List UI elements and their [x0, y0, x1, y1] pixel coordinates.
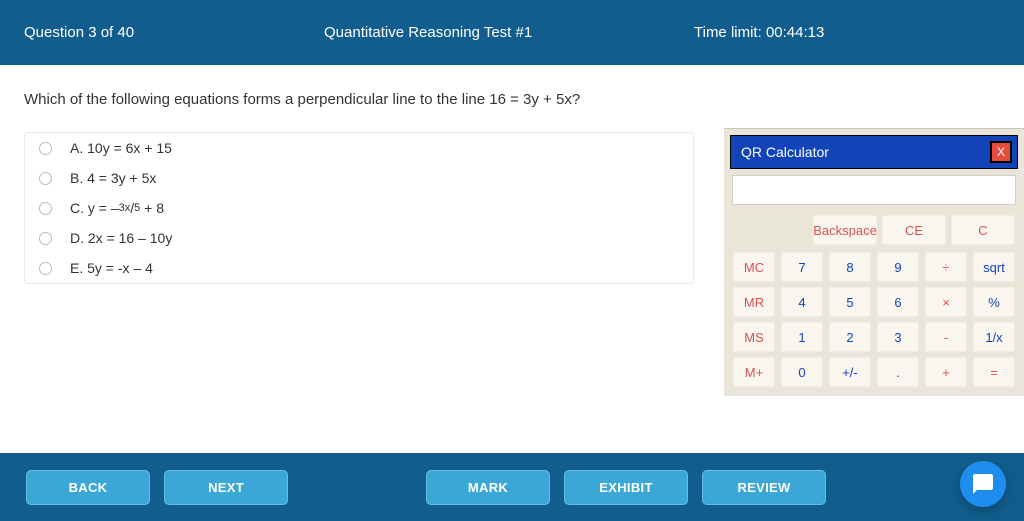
mark-button[interactable]: MARK [426, 470, 550, 505]
calc-mc-button[interactable]: MC [733, 252, 775, 282]
answer-label: E. 5y = -x – 4 [70, 260, 153, 276]
radio-icon[interactable] [39, 172, 52, 185]
calculator-titlebar[interactable]: QR Calculator X [730, 135, 1018, 169]
calc-8-button[interactable]: 8 [829, 252, 871, 282]
answer-label: A. 10y = 6x + 15 [70, 140, 172, 156]
answer-label: B. 4 = 3y + 5x [70, 170, 156, 186]
chat-button[interactable] [960, 461, 1006, 507]
calc-3-button[interactable]: 3 [877, 322, 919, 352]
question-counter: Question 3 of 40 [24, 24, 324, 41]
calculator-close-button[interactable]: X [990, 141, 1012, 163]
calculator[interactable]: QR Calculator X Backspace CE C MC 7 8 9 … [724, 128, 1024, 396]
radio-icon[interactable] [39, 142, 52, 155]
radio-icon[interactable] [39, 262, 52, 275]
back-button[interactable]: BACK [26, 470, 150, 505]
calc-ce-button[interactable]: CE [882, 215, 946, 245]
calc-1-button[interactable]: 1 [781, 322, 823, 352]
answer-d[interactable]: D. 2x = 16 – 10y [25, 223, 693, 253]
calculator-title: QR Calculator [741, 144, 829, 160]
calculator-top-row: Backspace CE C [730, 215, 1018, 252]
review-button[interactable]: REVIEW [702, 470, 826, 505]
calc-2-button[interactable]: 2 [829, 322, 871, 352]
question-prompt: Which of the following equations forms a… [24, 91, 1000, 108]
calc-mul-button[interactable]: × [925, 287, 967, 317]
answer-e[interactable]: E. 5y = -x – 4 [25, 253, 693, 283]
calculator-keypad: MC 7 8 9 ÷ sqrt MR 4 5 6 × % MS 1 2 3 - … [730, 252, 1018, 390]
calc-pm-button[interactable]: +/- [829, 357, 871, 387]
calc-mplus-button[interactable]: M+ [733, 357, 775, 387]
calc-pct-button[interactable]: % [973, 287, 1015, 317]
calc-4-button[interactable]: 4 [781, 287, 823, 317]
answer-label: D. 2x = 16 – 10y [70, 230, 172, 246]
calc-c-button[interactable]: C [951, 215, 1015, 245]
test-title: Quantitative Reasoning Test #1 [324, 24, 674, 41]
calc-0-button[interactable]: 0 [781, 357, 823, 387]
answers-list: A. 10y = 6x + 15 B. 4 = 3y + 5x C. y = –… [24, 132, 694, 284]
calc-ms-button[interactable]: MS [733, 322, 775, 352]
time-limit: Time limit: 00:44:13 [674, 24, 1000, 41]
radio-icon[interactable] [39, 202, 52, 215]
calculator-display [732, 175, 1016, 205]
chat-icon [971, 472, 995, 496]
calc-add-button[interactable]: + [925, 357, 967, 387]
answer-label: C. y = –3x/5 + 8 [70, 200, 164, 216]
answer-b[interactable]: B. 4 = 3y + 5x [25, 163, 693, 193]
answer-c[interactable]: C. y = –3x/5 + 8 [25, 193, 693, 223]
answer-a[interactable]: A. 10y = 6x + 15 [25, 133, 693, 163]
top-bar: Question 3 of 40 Quantitative Reasoning … [0, 0, 1024, 65]
calc-dot-button[interactable]: . [877, 357, 919, 387]
calc-sqrt-button[interactable]: sqrt [973, 252, 1015, 282]
calc-inv-button[interactable]: 1/x [973, 322, 1015, 352]
calc-sub-button[interactable]: - [925, 322, 967, 352]
calc-backspace-button[interactable]: Backspace [813, 215, 877, 245]
next-button[interactable]: NEXT [164, 470, 288, 505]
calc-mr-button[interactable]: MR [733, 287, 775, 317]
calc-eq-button[interactable]: = [973, 357, 1015, 387]
calc-7-button[interactable]: 7 [781, 252, 823, 282]
radio-icon[interactable] [39, 232, 52, 245]
calc-div-button[interactable]: ÷ [925, 252, 967, 282]
calc-5-button[interactable]: 5 [829, 287, 871, 317]
calc-6-button[interactable]: 6 [877, 287, 919, 317]
calc-9-button[interactable]: 9 [877, 252, 919, 282]
bottom-bar: BACK NEXT MARK EXHIBIT REVIEW [0, 453, 1024, 521]
exhibit-button[interactable]: EXHIBIT [564, 470, 688, 505]
